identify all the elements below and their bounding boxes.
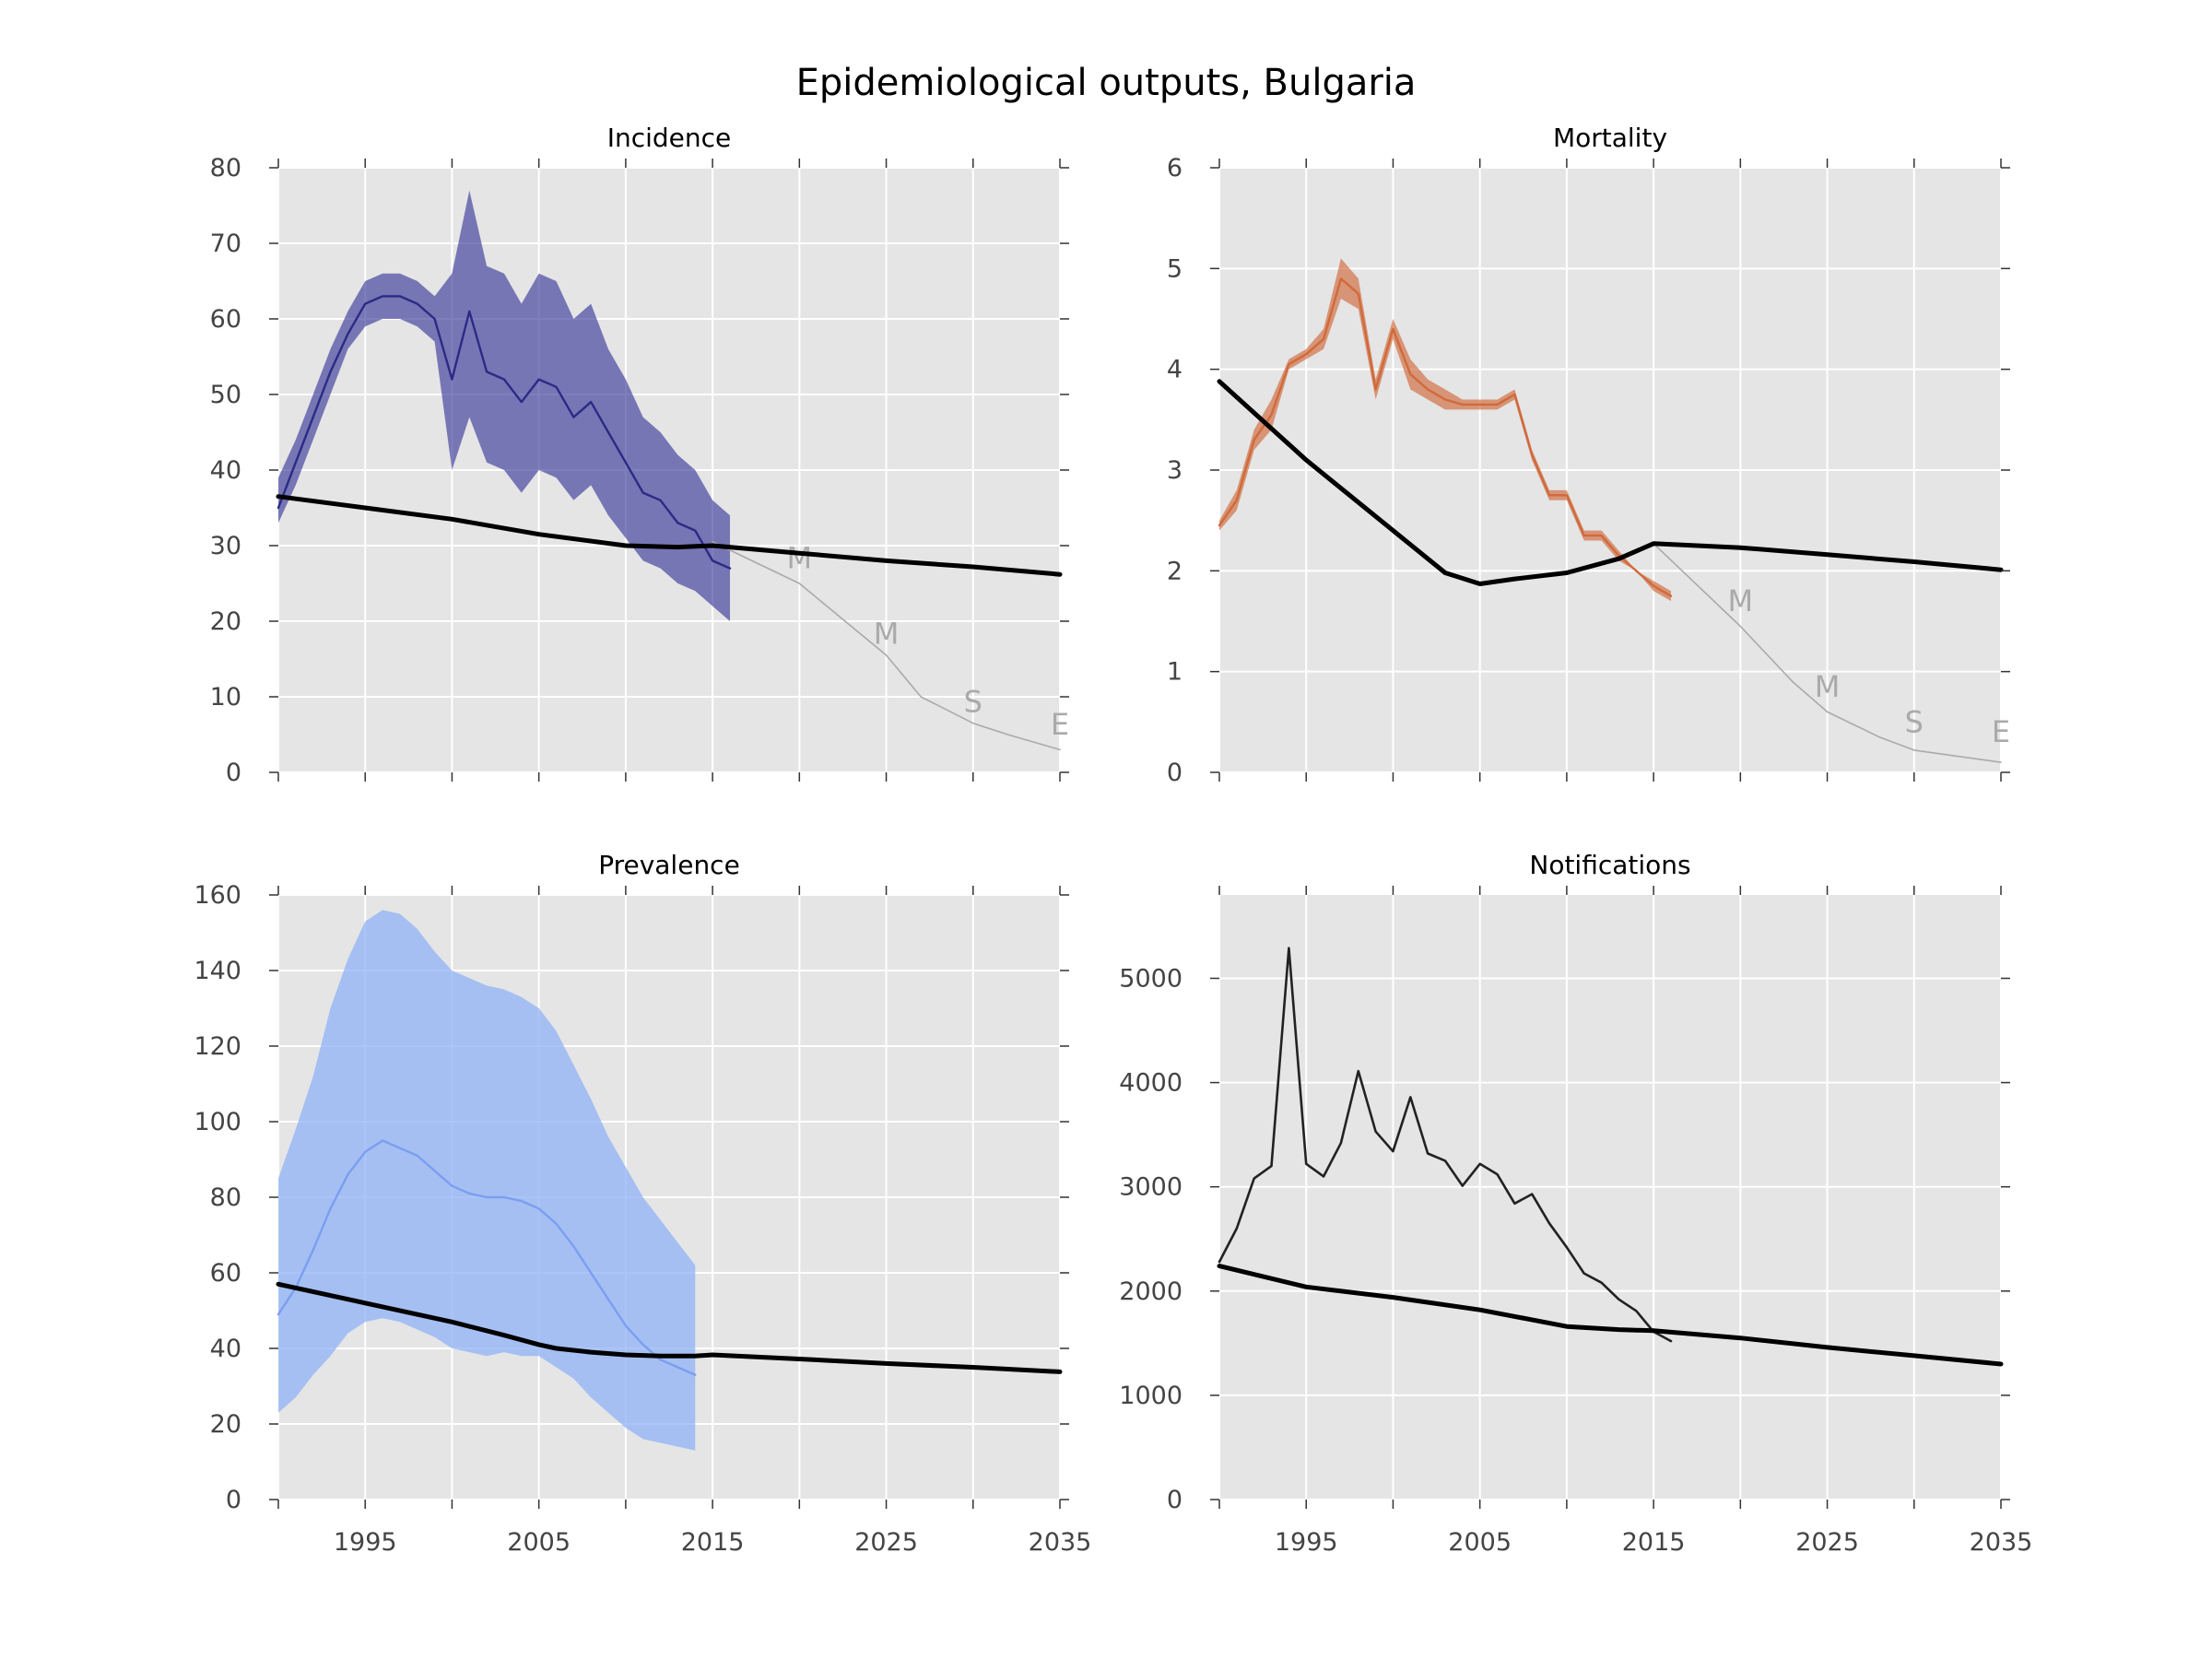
model-line [1217,1264,2004,1367]
x-tick-label: 1995 [1275,1528,1338,1557]
y-tick-label: 20 [210,1410,241,1439]
y-tick-label: 6 [1167,154,1182,182]
y-tick-label: 3000 [1119,1173,1182,1202]
milestone-label: E [1992,714,2010,749]
milestone-label: M [1728,583,1754,618]
y-tick-label: 80 [210,154,241,182]
x-tick-label: 2005 [1448,1528,1512,1557]
panel-title: Prevalence [598,850,740,880]
y-tick-label: 1000 [1119,1382,1182,1410]
milestone-label: S [1905,704,1924,739]
model-line [276,1281,1063,1374]
y-tick-label: 0 [226,759,241,787]
model-line [1217,379,2004,586]
y-tick-label: 80 [210,1183,241,1212]
target-line [1653,542,2002,763]
x-tick-label: 2035 [1029,1528,1092,1557]
uncertainty-band [278,910,696,1451]
figure-title: Epidemiological outputs, Bulgaria [796,62,1417,104]
model-projection-series [276,494,1063,577]
milestone-label: S [964,684,982,719]
y-tick-label: 160 [194,881,241,910]
observed-line [1218,277,1673,597]
x-tick-label: 2025 [1795,1528,1859,1557]
panel-title: Incidence [607,123,732,153]
y-tick-label: 60 [210,1259,241,1288]
uncertainty-band [278,190,730,621]
target-curve [1653,542,2002,763]
model-projection-series [1217,1264,2004,1367]
y-tick-label: 0 [1167,759,1182,787]
uncertainty-band-area [278,190,730,621]
tick-labels: 1995 2005 2015 2025 2035 0 20 40 60 80 100 120 140 16… [194,881,1091,1557]
observed-line [1218,947,1673,1343]
axis-ticks [1210,159,2010,782]
tick-labels: 1995 2005 2015 2025 2035 0 1000 2000 3000 4000 500… [1119,964,2032,1557]
axis-ticks [269,159,1069,782]
target-line [712,541,1061,751]
milestone-label: M [874,617,900,652]
milestone-label: M [1815,669,1841,704]
y-tick-label: 4 [1167,356,1182,384]
mortality-panel: M M S E 0 1 2 3 4 5 6 Mortality [1167,123,2010,787]
y-tick-label: 2 [1167,557,1182,585]
y-tick-label: 0 [1167,1486,1182,1514]
observed-series [1218,277,1673,597]
y-tick-label: 0 [226,1486,241,1514]
y-tick-label: 50 [210,381,241,409]
x-tick-label: 2025 [854,1528,918,1557]
model-projection-series [276,1281,1063,1374]
panel-title: Mortality [1553,123,1667,153]
target-curve [712,541,1061,751]
y-tick-label: 120 [194,1032,241,1061]
y-tick-label: 3 [1167,456,1182,485]
axis-ticks [269,886,1069,1509]
y-tick-label: 4000 [1119,1069,1182,1098]
milestone-label: M [787,541,813,576]
y-tick-label: 5 [1167,254,1182,283]
axis-ticks [1210,886,2010,1509]
observed-series [276,295,732,570]
incidence-panel: M M S E 0 10 20 30 40 50 60 70 80 Incidence [210,123,1069,787]
observed-line [276,295,732,570]
x-tick-label: 2035 [1970,1528,2033,1557]
uncertainty-band-area [278,910,696,1451]
tick-labels: 0 1 2 3 4 5 6 [1167,154,1182,787]
y-tick-label: 140 [194,957,241,985]
panel-title: Notifications [1529,850,1690,880]
model-line [276,494,1063,577]
y-tick-label: 2000 [1119,1277,1182,1306]
model-projection-series [1217,379,2004,586]
x-tick-label: 2015 [681,1528,745,1557]
observed-series [1218,947,1673,1343]
x-tick-label: 2015 [1622,1528,1686,1557]
notifications-panel: 1995 2005 2015 2025 2035 0 1000 2000 3000 4000 500… [1119,850,2032,1557]
y-tick-label: 70 [210,229,241,258]
plot-area-background [1219,895,2001,1500]
y-tick-label: 40 [210,1335,241,1363]
y-tick-label: 20 [210,607,241,636]
y-tick-label: 60 [210,305,241,334]
milestone-labels: M M S E [787,541,1070,742]
milestone-label: E [1051,707,1069,742]
x-tick-label: 1995 [334,1528,397,1557]
observed-line [276,1139,697,1376]
milestone-labels: M M S E [1728,583,2011,749]
x-tick-label: 2005 [507,1528,571,1557]
y-tick-label: 5000 [1119,964,1182,993]
y-tick-label: 100 [194,1108,241,1136]
y-tick-label: 10 [210,683,241,712]
observed-series [276,1139,697,1376]
y-tick-label: 40 [210,456,241,485]
prevalence-panel: 1995 2005 2015 2025 2035 0 20 40 60 80 100 120 140 16… [194,850,1091,1557]
y-tick-label: 30 [210,532,241,560]
tick-labels: 0 10 20 30 40 50 60 70 80 [210,154,241,787]
y-tick-label: 1 [1167,658,1182,687]
